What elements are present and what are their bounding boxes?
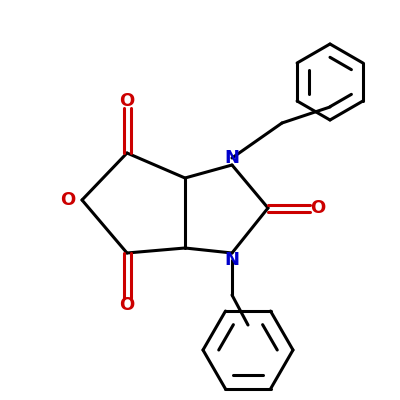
Text: O: O bbox=[60, 191, 76, 209]
Text: O: O bbox=[119, 296, 135, 314]
Text: O: O bbox=[119, 92, 135, 110]
Text: N: N bbox=[224, 251, 240, 269]
Text: N: N bbox=[224, 149, 240, 167]
Text: O: O bbox=[310, 199, 326, 217]
